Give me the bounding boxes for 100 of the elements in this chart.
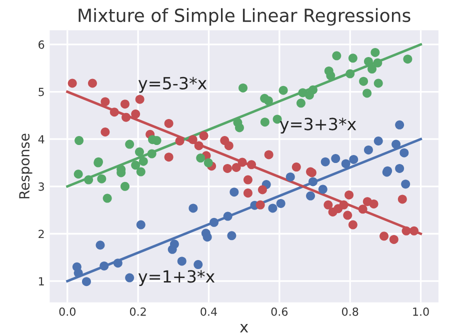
- point: [164, 152, 174, 162]
- point: [392, 140, 401, 149]
- point: [243, 188, 252, 198]
- point: [320, 157, 330, 166]
- x-tick-label: 0.2: [130, 307, 146, 316]
- annotation: y=1+3*x: [138, 270, 215, 286]
- point: [368, 64, 377, 74]
- point: [402, 226, 411, 236]
- point: [348, 220, 358, 230]
- y-axis-title: Response: [19, 134, 32, 198]
- point: [100, 128, 110, 137]
- point: [88, 78, 97, 88]
- point: [369, 199, 378, 208]
- point: [131, 160, 140, 170]
- y-tick-label: 5: [38, 88, 44, 96]
- point: [125, 140, 134, 149]
- annotation: y=5-3*x: [138, 76, 207, 93]
- point: [247, 160, 256, 170]
- point: [102, 194, 112, 203]
- point: [331, 154, 340, 164]
- point: [395, 120, 404, 130]
- point: [238, 158, 247, 167]
- point: [358, 204, 368, 214]
- point: [344, 190, 354, 200]
- point: [164, 118, 174, 128]
- point: [100, 97, 110, 106]
- point: [110, 108, 119, 117]
- point: [177, 256, 186, 266]
- point: [374, 136, 383, 146]
- point: [410, 226, 419, 236]
- point: [332, 51, 342, 60]
- point: [96, 240, 105, 250]
- point: [349, 154, 358, 164]
- point: [308, 85, 318, 94]
- point: [120, 182, 130, 191]
- x-axis-title: x: [240, 324, 248, 332]
- point: [268, 204, 278, 213]
- point: [230, 188, 239, 197]
- x-tick-label: 1.0: [413, 307, 429, 316]
- x-tick-label: 0.8: [342, 307, 358, 316]
- point: [74, 268, 83, 278]
- point: [389, 234, 398, 244]
- point: [400, 148, 409, 158]
- point: [306, 191, 316, 200]
- point: [370, 48, 380, 57]
- point: [196, 154, 206, 163]
- point: [135, 94, 144, 104]
- point: [74, 136, 84, 146]
- point: [204, 158, 213, 168]
- point: [264, 150, 274, 160]
- point: [324, 200, 333, 210]
- point: [97, 174, 106, 184]
- point: [131, 110, 140, 119]
- point: [188, 135, 198, 144]
- point: [74, 170, 83, 179]
- point: [401, 180, 410, 189]
- point: [227, 231, 236, 240]
- chart-title: Mixture of Simple Linear Regressions: [78, 8, 410, 26]
- point: [84, 175, 94, 184]
- x-tick-label: 0.4: [200, 307, 217, 316]
- point: [122, 112, 131, 122]
- point: [188, 204, 198, 213]
- point: [395, 164, 404, 173]
- point: [125, 273, 134, 282]
- point: [276, 198, 286, 208]
- point: [258, 185, 267, 194]
- point: [136, 167, 146, 176]
- point: [362, 88, 372, 98]
- point: [175, 136, 184, 146]
- point: [341, 159, 350, 168]
- point: [113, 258, 122, 268]
- annotation: y=3+3*x: [280, 118, 356, 134]
- y-tick-label: 2: [38, 230, 44, 238]
- point: [296, 98, 306, 108]
- point: [222, 164, 232, 173]
- point: [373, 58, 382, 68]
- point: [339, 200, 348, 210]
- point: [364, 145, 373, 154]
- point: [238, 83, 248, 92]
- point: [134, 147, 144, 156]
- point: [223, 212, 232, 221]
- y-tick-label: 6: [38, 40, 44, 49]
- point: [364, 56, 373, 66]
- point: [398, 194, 407, 204]
- point: [359, 76, 368, 86]
- point: [326, 71, 336, 80]
- point: [100, 261, 109, 270]
- point: [210, 218, 219, 227]
- point: [260, 118, 270, 127]
- x-tick-label: 0.6: [271, 307, 288, 316]
- point: [374, 78, 383, 88]
- point: [232, 163, 241, 172]
- point: [264, 96, 273, 106]
- point: [138, 156, 148, 166]
- point: [224, 141, 234, 150]
- point: [346, 69, 355, 78]
- point: [202, 232, 212, 242]
- point: [348, 54, 358, 63]
- point: [234, 123, 244, 132]
- point: [68, 78, 77, 88]
